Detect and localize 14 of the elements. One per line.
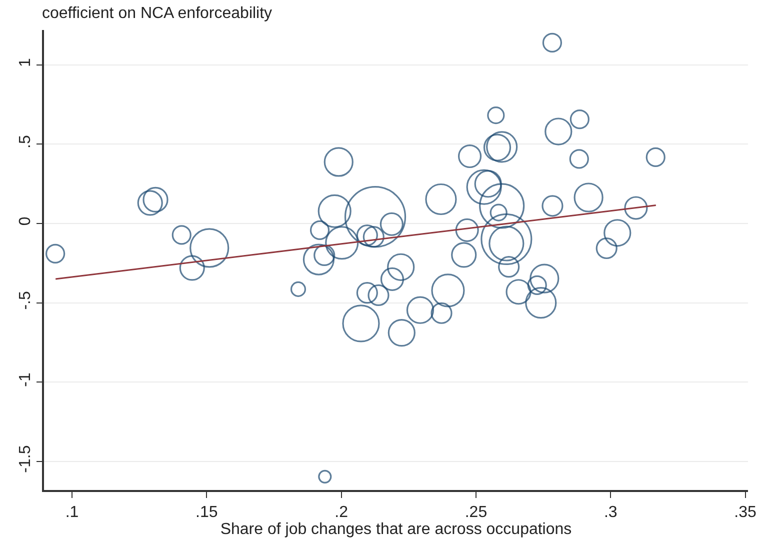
y-tick-label: -1.5 [16, 445, 34, 473]
x-axis-title: Share of job changes that are across occupations [220, 520, 572, 538]
y-tick-label: 0 [16, 216, 34, 226]
x-tick-label: .25 [464, 504, 488, 521]
x-tick-label: .35 [734, 504, 757, 521]
y-tick-label: -.5 [16, 290, 34, 310]
x-tick-label: .2 [334, 504, 348, 521]
y-tick-label: -1 [16, 372, 34, 387]
y-tick-label: .5 [16, 135, 34, 148]
y-axis-title: coefficient on NCA enforceability [42, 5, 272, 22]
x-tick-label: .1 [65, 504, 79, 521]
y-tick-label: 1 [16, 58, 34, 67]
x-tick-label: .15 [196, 504, 218, 521]
x-tick-label: .3 [604, 504, 618, 521]
